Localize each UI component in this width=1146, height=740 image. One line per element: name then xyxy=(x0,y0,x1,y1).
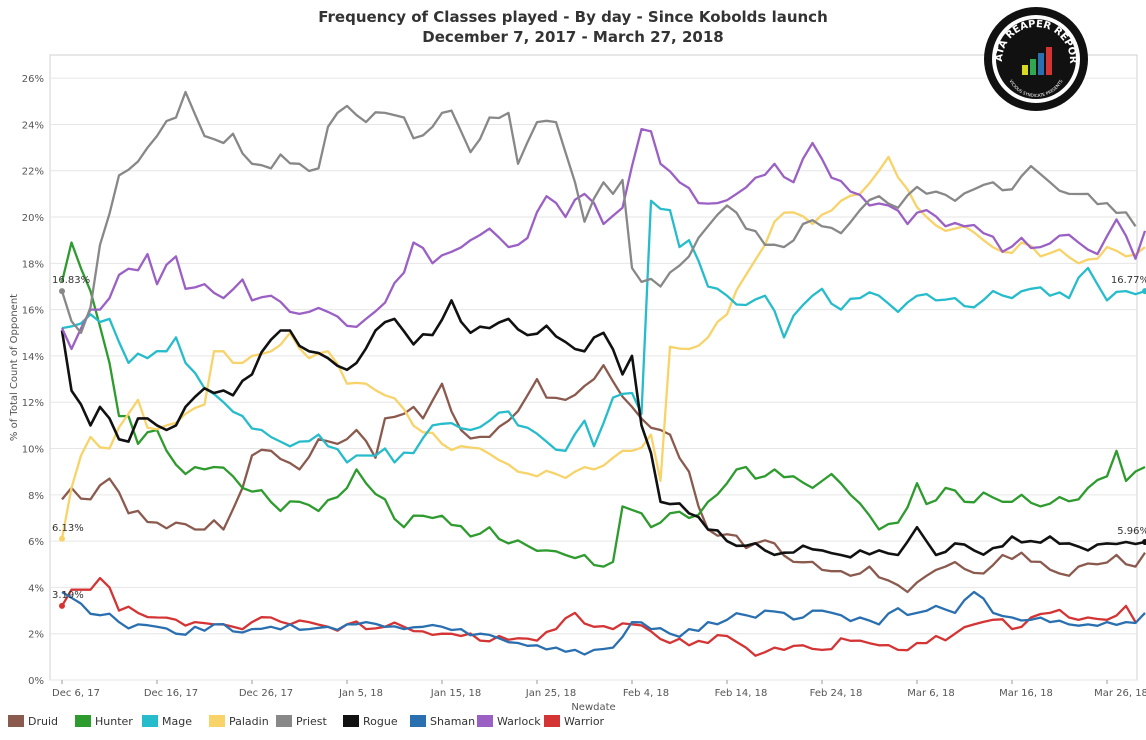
chart-title: Frequency of Classes played - By day - S… xyxy=(0,7,1146,47)
legend-swatch xyxy=(75,715,91,727)
y-axis-label: % of Total Count of Opponent xyxy=(9,294,20,441)
x-tick-label: Mar 16, 18 xyxy=(999,688,1053,699)
y-tick-label: 2% xyxy=(28,630,44,641)
legend-label: Hunter xyxy=(95,714,133,728)
annotation-label: 6.13% xyxy=(52,523,84,534)
y-tick-label: 18% xyxy=(22,259,44,270)
x-tick-label: Mar 6, 18 xyxy=(907,688,955,699)
series-lines xyxy=(60,90,1146,657)
legend-item-warlock[interactable]: Warlock xyxy=(477,715,544,728)
legend-label: Shaman xyxy=(430,714,476,728)
annotation-label: 16.77% xyxy=(1111,275,1146,286)
legend-item-warrior[interactable]: Warrior xyxy=(544,715,611,728)
series-line-mage xyxy=(61,199,1146,464)
legend-label: Warrior xyxy=(564,714,605,728)
legend-item-druid[interactable]: Druid xyxy=(8,715,75,728)
legend-label: Rogue xyxy=(363,714,398,728)
legend-label: Druid xyxy=(28,714,59,728)
x-tick-label: Dec 26, 17 xyxy=(239,688,293,699)
legend-label: Mage xyxy=(162,714,192,728)
y-tick-label: 22% xyxy=(22,167,44,178)
chart-title-line: Frequency of Classes played - By day - S… xyxy=(318,8,828,26)
series-line-warrior xyxy=(61,576,1137,657)
x-tick-label: Dec 6, 17 xyxy=(52,688,100,699)
y-tick-label: 24% xyxy=(22,120,44,131)
line-chart: 0% 2% 4% 6% 8% 10% 12% 14% 16% 18% 20% 22% 24% 26% Dec… xyxy=(9,54,1146,710)
legend-label: Priest xyxy=(296,714,327,728)
gridlines xyxy=(49,54,1138,681)
x-tick-label: Jan 5, 18 xyxy=(338,688,383,699)
plot-area xyxy=(49,54,1138,681)
data-annotations: 16.83% 6.13% 3.19% 16.77% 5.96% xyxy=(52,275,1146,609)
x-tick-label: Feb 4, 18 xyxy=(623,688,669,699)
series-line-rogue xyxy=(60,299,1146,559)
y-tick-label: 6% xyxy=(28,537,44,548)
chart-subtitle: December 7, 2017 - March 27, 2018 xyxy=(422,28,724,46)
y-tick-label: 26% xyxy=(22,74,44,85)
y-tick-label: 10% xyxy=(22,445,44,456)
annotation-marker xyxy=(59,602,65,609)
legend-item-mage[interactable]: Mage xyxy=(142,715,209,728)
legend-swatch xyxy=(8,715,24,727)
series-line-warlock xyxy=(60,127,1146,351)
annotation-marker xyxy=(59,288,65,295)
series-line-hunter xyxy=(60,241,1146,568)
y-tick-label: 14% xyxy=(22,352,44,363)
x-tick-label: Dec 16, 17 xyxy=(144,688,198,699)
data-reaper-report-logo: DATA REAPER REPORT VICIOUS SYNDICATE PRE… xyxy=(982,5,1088,111)
legend-item-rogue[interactable]: Rogue xyxy=(343,715,410,728)
annotation-marker xyxy=(1142,539,1146,546)
y-tick-label: 4% xyxy=(28,583,44,594)
legend-item-paladin[interactable]: Paladin xyxy=(209,715,276,728)
annotation-label: 16.83% xyxy=(52,275,90,286)
legend-swatch xyxy=(276,715,292,727)
x-tick-label: Feb 14, 18 xyxy=(715,688,768,699)
legend-swatch xyxy=(209,715,225,727)
legend-swatch xyxy=(142,715,158,727)
y-tick-label: 20% xyxy=(22,213,44,224)
x-tick-label: Feb 24, 18 xyxy=(810,688,863,699)
x-axis-label: Newdate xyxy=(571,702,615,710)
y-tick-label: 12% xyxy=(22,398,44,409)
series-line-priest xyxy=(60,90,1137,334)
legend-swatch xyxy=(544,715,560,727)
axes: 0% 2% 4% 6% 8% 10% 12% 14% 16% 18% 20% 22% 24% 26% Dec… xyxy=(9,74,1146,710)
annotation-label: 5.96% xyxy=(1117,526,1146,537)
x-tick-label: Mar 26, 18 xyxy=(1094,688,1146,699)
annotation-marker xyxy=(59,535,65,542)
legend-label: Paladin xyxy=(229,714,269,728)
legend-swatch xyxy=(343,715,359,727)
legend: Druid Hunter Mage Paladin Priest Rogue Shaman W… xyxy=(8,712,611,730)
series-line-shaman xyxy=(61,590,1146,656)
legend-swatch xyxy=(410,715,426,727)
annotation-label: 3.19% xyxy=(52,590,84,601)
legend-swatch xyxy=(477,715,493,727)
y-tick-label: 0% xyxy=(28,676,44,687)
x-tick-label: Jan 25, 18 xyxy=(525,688,576,699)
legend-label: Warlock xyxy=(497,714,541,728)
y-tick-label: 16% xyxy=(22,306,44,317)
logo-bar-icon xyxy=(1022,47,1052,75)
legend-item-hunter[interactable]: Hunter xyxy=(75,715,142,728)
annotation-marker xyxy=(1142,288,1146,295)
legend-item-shaman[interactable]: Shaman xyxy=(410,715,477,728)
y-tick-label: 8% xyxy=(28,491,44,502)
legend-item-priest[interactable]: Priest xyxy=(276,715,343,728)
x-tick-label: Jan 15, 18 xyxy=(430,688,481,699)
